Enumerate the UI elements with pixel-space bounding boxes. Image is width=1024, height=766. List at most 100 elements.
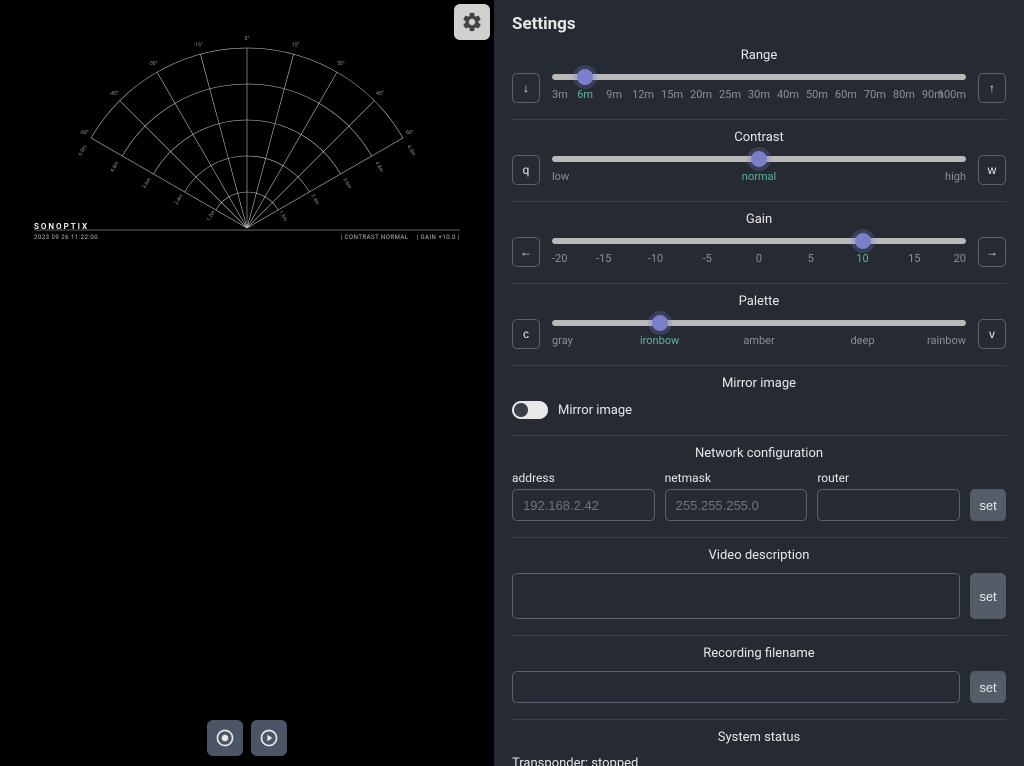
contrast-ticks: low normal high — [552, 170, 966, 184]
svg-text:3.6m: 3.6m — [142, 176, 153, 189]
status-section: System status Transponder: stoppedConver… — [512, 719, 1006, 766]
timestamp: 2023 09 26 11:22:00 — [34, 234, 98, 241]
settings-panel: Settings Range↓3m6m9m12m15m20m25m30m40m5… — [494, 0, 1024, 766]
svg-text:2.4m: 2.4m — [309, 193, 320, 206]
svg-text:-30°: -30° — [149, 61, 158, 67]
mirror-label: Mirror image — [558, 403, 632, 418]
palette-tick: ironbow — [640, 334, 679, 347]
palette-slider[interactable] — [552, 320, 966, 326]
rec-filename-input[interactable] — [512, 671, 960, 703]
palette-tick: rainbow — [927, 334, 966, 347]
range-tick: 100m — [938, 88, 966, 101]
router-label: router — [817, 471, 960, 485]
gain-inc-button[interactable]: → — [978, 237, 1006, 267]
gain-tick: -5 — [703, 252, 712, 265]
contrast-dec-button[interactable]: q — [512, 155, 540, 185]
svg-text:60°: 60° — [406, 130, 414, 136]
palette-tick: amber — [743, 334, 774, 347]
range-tick: 15m — [661, 88, 683, 101]
gear-icon — [461, 11, 483, 33]
gain-tick: 0 — [756, 252, 762, 265]
range-tick: 80m — [893, 88, 915, 101]
palette-dec-button[interactable]: c — [512, 319, 540, 349]
gain-tick: 15 — [908, 252, 920, 265]
rec-filename-section: Recording filename set — [512, 635, 1006, 719]
range-tick: 20m — [690, 88, 712, 101]
mirror-title: Mirror image — [512, 376, 1006, 391]
record-button[interactable] — [207, 720, 243, 756]
svg-text:2.4m: 2.4m — [174, 193, 185, 206]
svg-text:1.2m: 1.2m — [277, 210, 288, 223]
svg-text:6.0m: 6.0m — [406, 144, 417, 157]
range-thumb[interactable] — [577, 69, 593, 85]
contrast-tick: high — [945, 170, 966, 183]
play-icon — [259, 728, 279, 748]
sonar-canvas: 1.2m1.2m2.4m2.4m3.6m3.6m4.8m4.8m6.0m6.0m… — [0, 0, 494, 246]
sonar-footer: 2023 09 26 11:22:00 | CONTRAST NORMAL | … — [0, 234, 494, 241]
status-lines: Transponder: stoppedConverter: unknownSt… — [512, 755, 1006, 766]
play-button[interactable] — [251, 720, 287, 756]
range-tick: 30m — [748, 88, 770, 101]
sonar-viewer: 1.2m1.2m2.4m2.4m3.6m3.6m4.8m4.8m6.0m6.0m… — [0, 0, 494, 766]
address-input[interactable] — [512, 489, 655, 521]
svg-text:1.2m: 1.2m — [206, 209, 217, 222]
contrast-thumb[interactable] — [751, 151, 767, 167]
svg-text:-45°: -45° — [110, 91, 119, 97]
contrast-tick: low — [552, 170, 569, 183]
range-tick: 6m — [577, 88, 593, 101]
address-label: address — [512, 471, 655, 485]
video-desc-set-button[interactable]: set — [970, 573, 1006, 619]
range-ticks: 3m6m9m12m15m20m25m30m40m50m60m70m80m90m1… — [552, 88, 966, 102]
gain-dec-button[interactable]: ← — [512, 237, 540, 267]
gain-title: Gain — [512, 212, 1006, 227]
status-line: Transponder: stopped — [512, 755, 1006, 766]
rec-filename-set-button[interactable]: set — [970, 671, 1006, 703]
router-input[interactable] — [817, 489, 960, 521]
range-title: Range — [512, 48, 1006, 63]
palette-inc-button[interactable]: v — [978, 319, 1006, 349]
range-inc-button[interactable]: ↑ — [978, 73, 1006, 103]
svg-text:4.8m: 4.8m — [374, 161, 385, 174]
gain-tick: -20 — [552, 252, 567, 265]
video-desc-input[interactable] — [512, 573, 960, 619]
range-slider[interactable] — [552, 74, 966, 80]
mirror-section: Mirror image Mirror image — [512, 365, 1006, 435]
svg-text:-60°: -60° — [80, 130, 89, 136]
gain-tick: 10 — [856, 252, 868, 265]
palette-section: Palettecgrayironbowamberdeeprainbowv — [512, 283, 1006, 365]
network-title: Network configuration — [512, 446, 1006, 461]
gain-section: Gain ← -20 -15 -10 -5 0 5 10 15 20 → — [512, 201, 1006, 283]
gain-tick: 5 — [808, 252, 814, 265]
netmask-input[interactable] — [665, 489, 808, 521]
gain-tick: 20 — [954, 252, 966, 265]
svg-text:30°: 30° — [337, 61, 345, 67]
settings-title: Settings — [512, 14, 1006, 34]
svg-text:4.8m: 4.8m — [110, 160, 121, 173]
gain-ticks: -20 -15 -10 -5 0 5 10 15 20 — [552, 252, 966, 266]
palette-tick: gray — [552, 334, 573, 347]
mirror-toggle[interactable] — [512, 401, 548, 419]
range-section: Range↓3m6m9m12m15m20m25m30m40m50m60m70m8… — [512, 48, 1006, 119]
rec-filename-title: Recording filename — [512, 646, 1006, 661]
range-tick: 12m — [632, 88, 654, 101]
contrast-slider[interactable] — [552, 156, 966, 162]
contrast-section: Contrastqlownormalhighw — [512, 119, 1006, 201]
range-tick: 9m — [606, 88, 622, 101]
contrast-inc-button[interactable]: w — [978, 155, 1006, 185]
gain-thumb[interactable] — [855, 233, 871, 249]
svg-text:3.6m: 3.6m — [341, 177, 352, 190]
brand-label: SONOPTIX — [34, 222, 89, 231]
range-dec-button[interactable]: ↓ — [512, 73, 540, 103]
gain-status: | GAIN +10.0 | — [417, 234, 460, 241]
palette-thumb[interactable] — [652, 315, 668, 331]
range-tick: 40m — [777, 88, 799, 101]
gain-tick: -10 — [648, 252, 663, 265]
settings-gear-button[interactable] — [454, 4, 490, 40]
status-title: System status — [512, 730, 1006, 745]
record-icon — [215, 728, 235, 748]
gain-slider[interactable] — [552, 238, 966, 244]
network-set-button[interactable]: set — [970, 489, 1006, 521]
contrast-tick: normal — [742, 170, 776, 183]
gain-tick: -15 — [596, 252, 611, 265]
palette-tick: deep — [850, 334, 874, 347]
